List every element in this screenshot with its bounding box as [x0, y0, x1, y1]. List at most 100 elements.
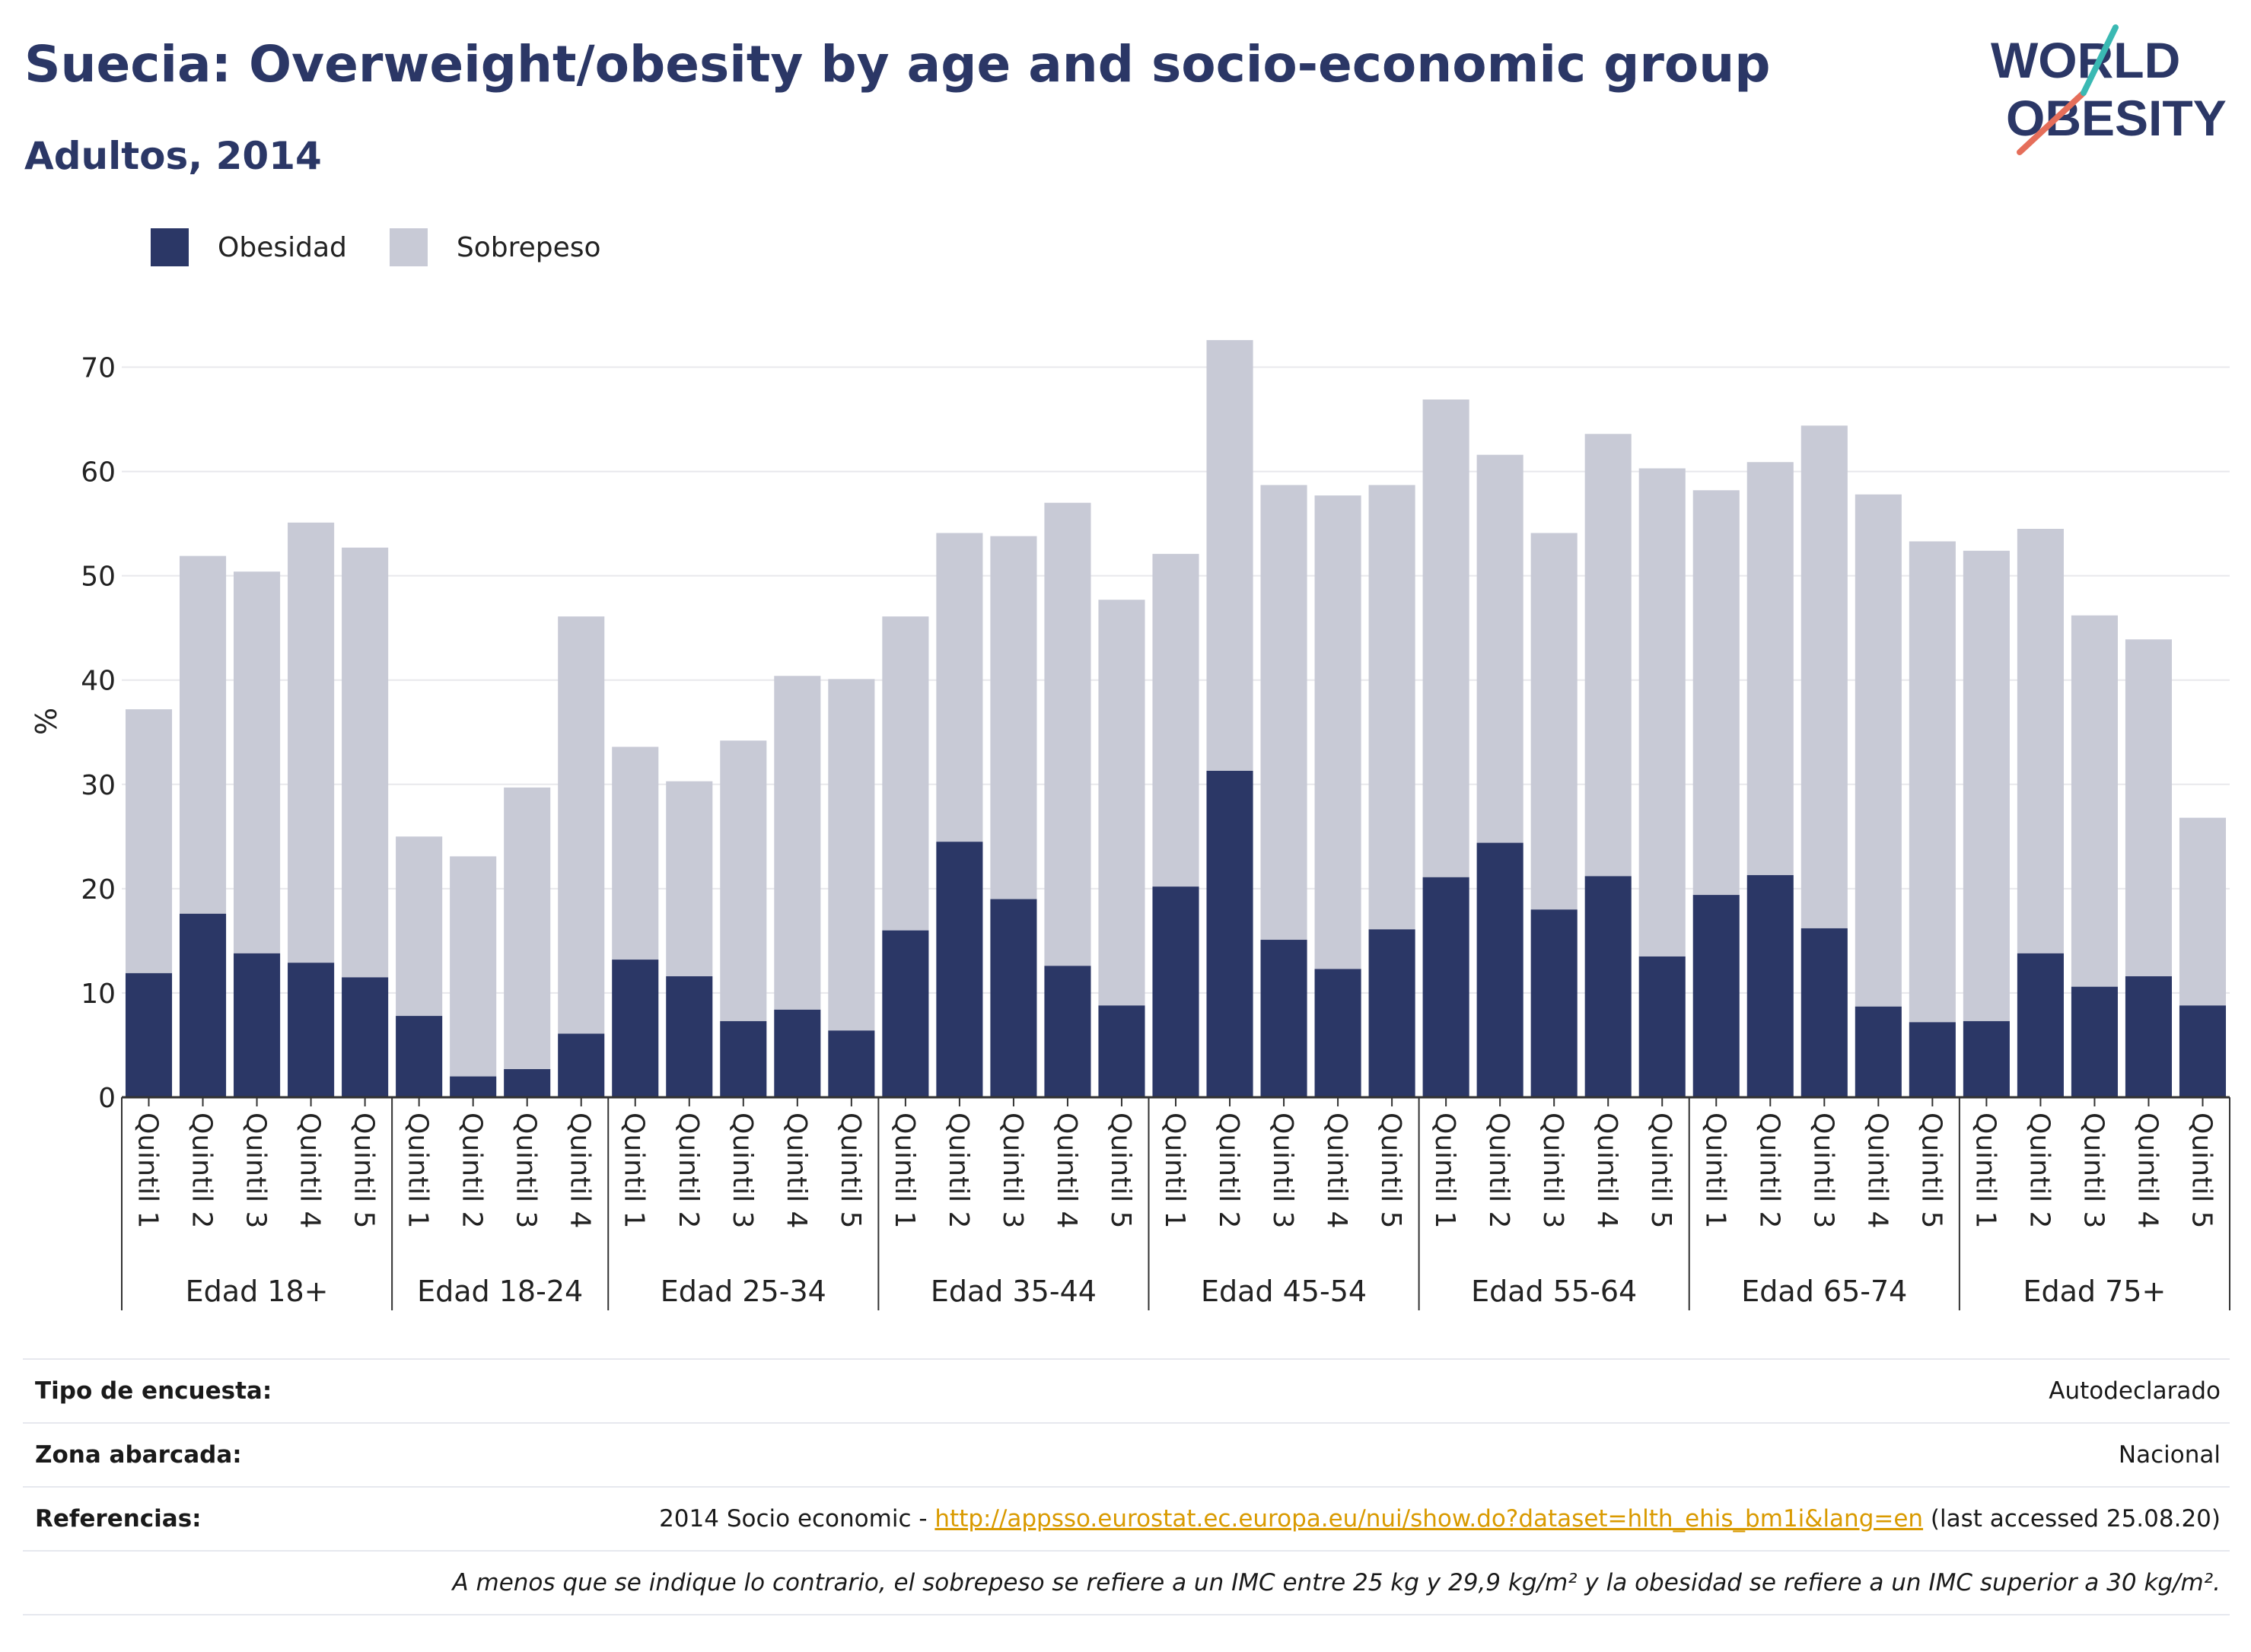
world-obesity-logo: WORLD OBESITY: [1991, 24, 2227, 155]
x-tick-label: Quintil 4: [1861, 1112, 1893, 1228]
logo-line1: WORLD: [1991, 32, 2180, 88]
x-tick-label: Quintil 1: [1969, 1112, 2001, 1228]
bar-obesidad: [1206, 770, 1253, 1097]
x-tick-label: Quintil 4: [295, 1112, 326, 1228]
bar-obesidad: [720, 1020, 767, 1097]
y-tick-label: 60: [81, 457, 116, 489]
bar-sobrepeso: [2125, 639, 2173, 977]
bar-sobrepeso: [1746, 462, 1794, 876]
bar-sobrepeso: [450, 856, 497, 1077]
x-tick-label: Quintil 2: [1753, 1112, 1785, 1228]
references-suffix: (last accessed 25.08.20): [1923, 1505, 2221, 1533]
x-tick-label: Quintil 5: [835, 1112, 866, 1228]
bar-obesidad: [1584, 876, 1632, 1097]
x-tick-label: Quintil 3: [511, 1112, 542, 1228]
bar-obesidad: [234, 953, 281, 1097]
bar-sobrepeso: [936, 533, 983, 842]
survey-type-label: Tipo de encuesta:: [35, 1377, 272, 1405]
y-tick-label: 70: [81, 353, 116, 384]
bar-obesidad: [2017, 953, 2064, 1097]
x-tick-label: Quintil 3: [727, 1112, 758, 1228]
y-tick-label: 50: [81, 562, 116, 593]
bar-sobrepeso: [666, 781, 713, 977]
legend-swatch-obesidad: [151, 228, 189, 266]
group-label: Edad 55-64: [1471, 1275, 1637, 1308]
x-tick-label: Quintil 1: [619, 1112, 650, 1228]
bar-obesidad: [666, 976, 713, 1097]
bar-obesidad: [558, 1033, 605, 1097]
x-tick-label: Quintil 5: [1375, 1112, 1406, 1228]
x-tick-label: Quintil 5: [1645, 1112, 1676, 1228]
bar-obesidad: [1044, 966, 1091, 1097]
bar-sobrepeso: [1855, 494, 1902, 1007]
group-label: Edad 25-34: [661, 1275, 826, 1308]
stacked-bar-chart: 0 10 20 30 40 50 60 70% Quintil 1 Quintil 2 Quinti…: [30, 339, 2230, 1310]
group-label: Edad 65-74: [1741, 1275, 1907, 1308]
tick-labels: 0 10 20 30 40 50 60 70% Quintil 1 Quintil 2 Quinti…: [30, 353, 2217, 1308]
bar-sobrepeso: [1260, 485, 1307, 941]
references-prefix: 2014 Socio economic -: [659, 1505, 935, 1533]
bar-obesidad: [1098, 1005, 1145, 1097]
bar-sobrepeso: [1422, 399, 1469, 877]
bar-obesidad: [179, 913, 227, 1097]
x-tick-label: Quintil 4: [1051, 1112, 1082, 1228]
bar-sobrepeso: [125, 709, 173, 973]
x-tick-label: Quintil 1: [1699, 1112, 1730, 1228]
bar-sobrepeso: [396, 836, 443, 1017]
bar-obesidad: [1746, 875, 1794, 1097]
bar-obesidad: [1476, 842, 1523, 1097]
bar-sobrepeso: [1800, 425, 1848, 928]
y-tick-label: 40: [81, 666, 116, 697]
x-tick-label: Quintil 2: [1483, 1112, 1514, 1228]
references-label: Referencias:: [35, 1505, 202, 1533]
bar-sobrepeso: [1909, 541, 1956, 1023]
bar-sobrepeso: [1476, 454, 1523, 843]
bar-sobrepeso: [179, 555, 227, 914]
bar-obesidad: [990, 899, 1037, 1097]
group-label: Edad 75+: [2023, 1275, 2167, 1308]
logo-slash-teal: [2081, 24, 2119, 96]
info-table: Tipo de encuesta: Autodeclarado Zona aba…: [23, 1358, 2230, 1615]
x-tick-label: Quintil 4: [1321, 1112, 1352, 1228]
bar-sobrepeso: [1098, 600, 1145, 1006]
logo-line2: OBESITY: [2006, 90, 2227, 146]
x-tick-label: Quintil 5: [1915, 1112, 1947, 1228]
info-row-note: A menos que se indique lo contrario, el …: [23, 1550, 2230, 1615]
x-tick-label: Quintil 1: [889, 1112, 920, 1228]
group-label: Edad 18-24: [417, 1275, 583, 1308]
references-link[interactable]: http://appsso.eurostat.ec.europa.eu/nui/…: [934, 1505, 1924, 1533]
page-title: Suecia: Overweight/obesity by age and so…: [24, 35, 1771, 94]
bar-sobrepeso: [1638, 468, 1686, 957]
bar-sobrepeso: [2071, 615, 2118, 987]
x-tick-label: Quintil 2: [673, 1112, 704, 1228]
x-tick-label: Quintil 2: [943, 1112, 974, 1228]
bar-obesidad: [1909, 1022, 1956, 1097]
bar-obesidad: [1638, 956, 1686, 1097]
bar-sobrepeso: [288, 522, 335, 963]
bar-obesidad: [1530, 909, 1578, 1097]
y-tick-label: 30: [81, 770, 116, 801]
bar-obesidad: [1368, 929, 1415, 1097]
bar-sobrepeso: [1530, 533, 1578, 910]
bar-sobrepeso: [1314, 495, 1361, 969]
bar-sobrepeso: [612, 746, 659, 960]
bar-obesidad: [1152, 886, 1199, 1097]
bar-obesidad: [504, 1068, 551, 1097]
y-axis-title: %: [30, 708, 63, 735]
bar-obesidad: [1855, 1006, 1902, 1097]
bars: [125, 339, 2227, 1097]
bar-sobrepeso: [1206, 339, 1253, 771]
definition-note: A menos que se indique lo contrario, el …: [452, 1569, 2221, 1596]
bar-obesidad: [450, 1076, 497, 1097]
bar-obesidad: [1692, 895, 1740, 1097]
bar-obesidad: [828, 1030, 875, 1097]
x-tick-label: Quintil 3: [240, 1112, 272, 1228]
bar-sobrepeso: [1152, 553, 1199, 887]
group-label: Edad 18+: [186, 1275, 329, 1308]
x-tick-label: Quintil 5: [349, 1112, 380, 1228]
x-tick-label: Quintil 3: [1537, 1112, 1568, 1228]
area-label: Zona abarcada:: [35, 1441, 242, 1469]
x-tick-label: Quintil 1: [403, 1112, 434, 1228]
legend-label-sobrepeso: Sobrepeso: [456, 231, 601, 263]
legend-swatch-sobrepeso: [389, 228, 428, 266]
